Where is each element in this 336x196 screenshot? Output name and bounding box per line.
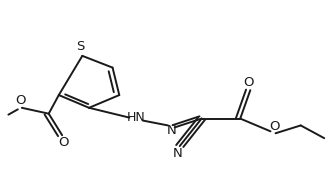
- Text: HN: HN: [127, 111, 145, 124]
- Text: S: S: [77, 40, 85, 53]
- Text: O: O: [243, 76, 254, 89]
- Text: N: N: [173, 147, 183, 160]
- Text: O: O: [269, 120, 280, 133]
- Text: O: O: [58, 136, 69, 149]
- Text: N: N: [166, 124, 176, 137]
- Text: O: O: [15, 94, 26, 107]
